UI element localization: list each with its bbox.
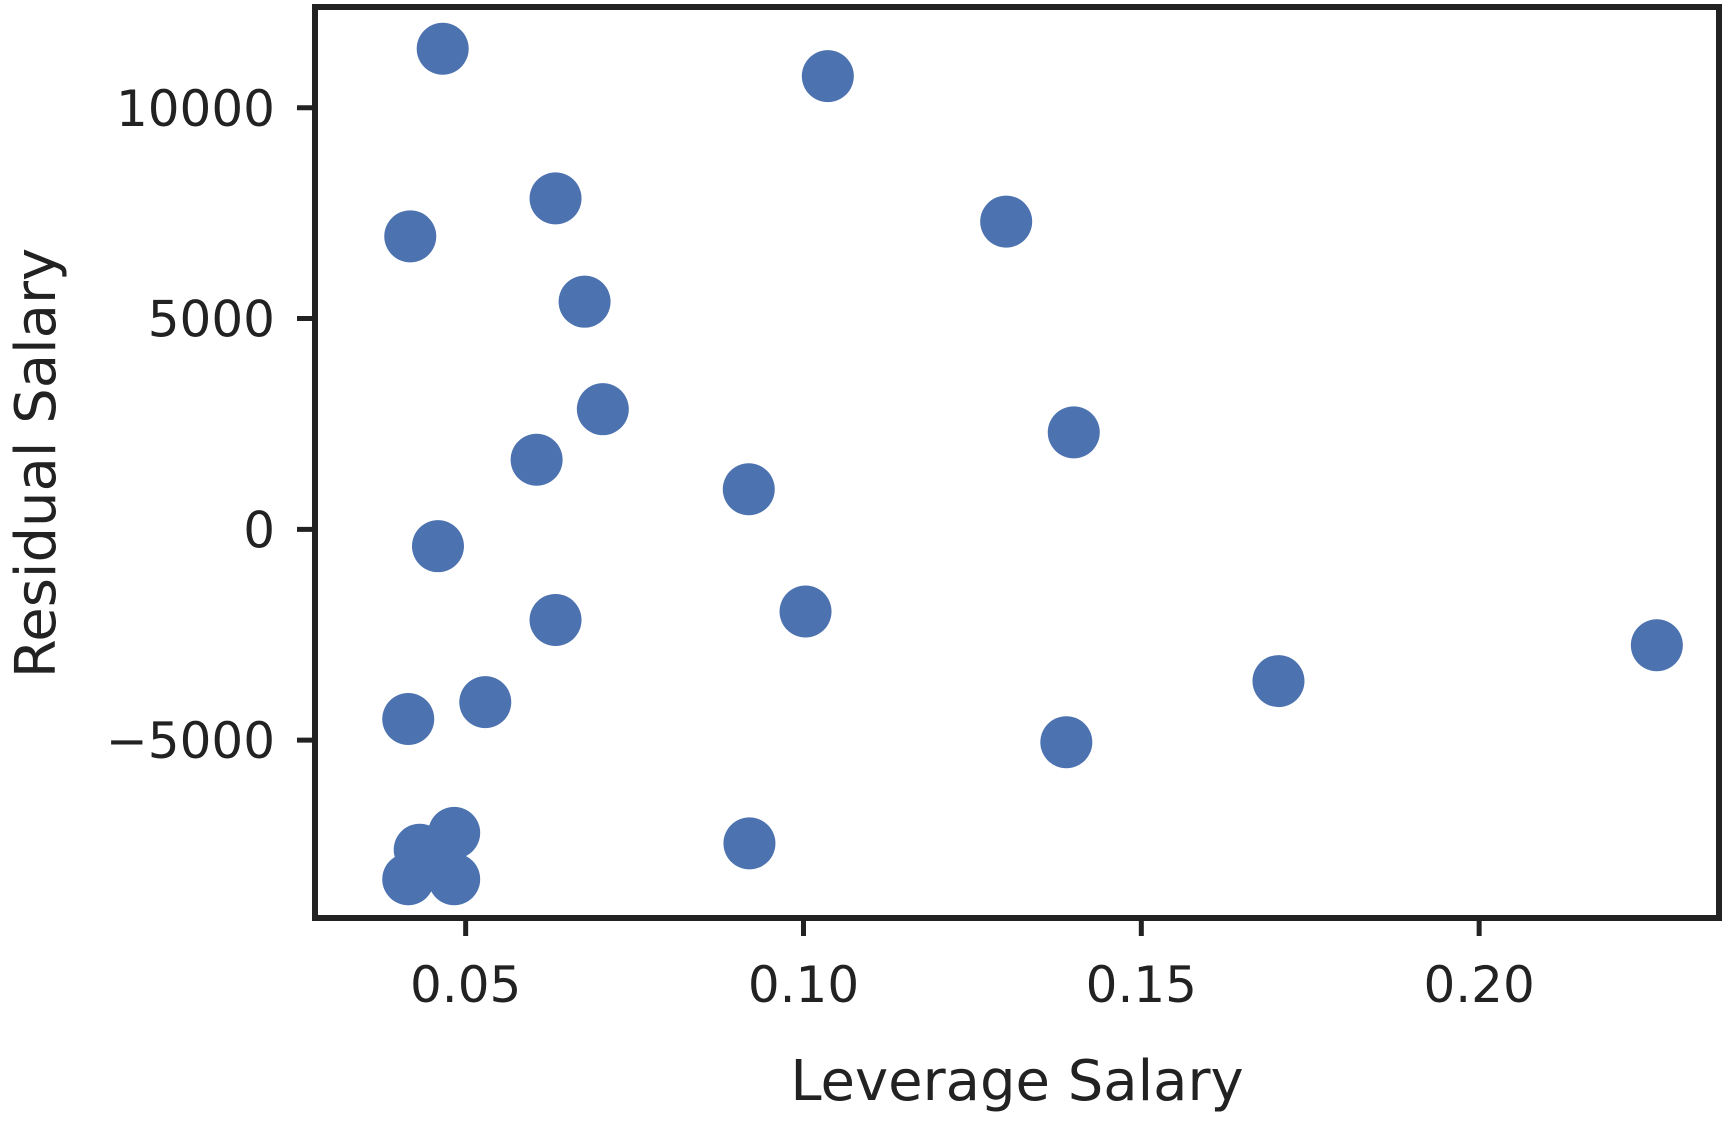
data-point bbox=[779, 585, 832, 638]
data-point bbox=[382, 693, 435, 746]
data-point bbox=[529, 172, 582, 225]
data-point bbox=[576, 383, 629, 436]
y-axis-label: Residual Salary bbox=[4, 248, 69, 678]
data-point bbox=[723, 817, 776, 870]
data-point bbox=[428, 853, 481, 906]
y-tick-label: −5000 bbox=[106, 712, 275, 770]
data-point bbox=[382, 853, 435, 906]
x-tick-label: 0.20 bbox=[1423, 956, 1534, 1014]
data-point bbox=[558, 275, 611, 328]
x-tick-label: 0.10 bbox=[748, 956, 859, 1014]
y-tick-label: 5000 bbox=[148, 291, 275, 349]
data-point bbox=[459, 676, 512, 729]
data-point bbox=[529, 593, 582, 646]
data-point bbox=[722, 463, 775, 516]
data-point bbox=[510, 433, 563, 486]
points-layer bbox=[382, 22, 1683, 906]
y-axis-ticks: −5000 0 5000 10000 bbox=[106, 80, 315, 770]
data-point bbox=[416, 22, 469, 75]
data-point bbox=[1040, 716, 1093, 769]
y-tick-label: 10000 bbox=[116, 80, 275, 138]
data-point bbox=[411, 520, 464, 573]
x-tick-label: 0.15 bbox=[1086, 956, 1197, 1014]
y-tick-label: 0 bbox=[243, 501, 275, 559]
data-point bbox=[801, 50, 854, 103]
data-point bbox=[980, 195, 1033, 248]
data-point bbox=[1630, 619, 1683, 672]
data-point bbox=[1252, 655, 1305, 708]
x-axis-label: Leverage Salary bbox=[790, 1049, 1243, 1114]
data-point bbox=[384, 210, 437, 263]
x-tick-label: 0.05 bbox=[410, 956, 521, 1014]
x-axis-ticks: 0.05 0.10 0.15 0.20 bbox=[410, 918, 1535, 1014]
plot-frame bbox=[312, 4, 1722, 921]
data-point bbox=[1047, 406, 1100, 459]
